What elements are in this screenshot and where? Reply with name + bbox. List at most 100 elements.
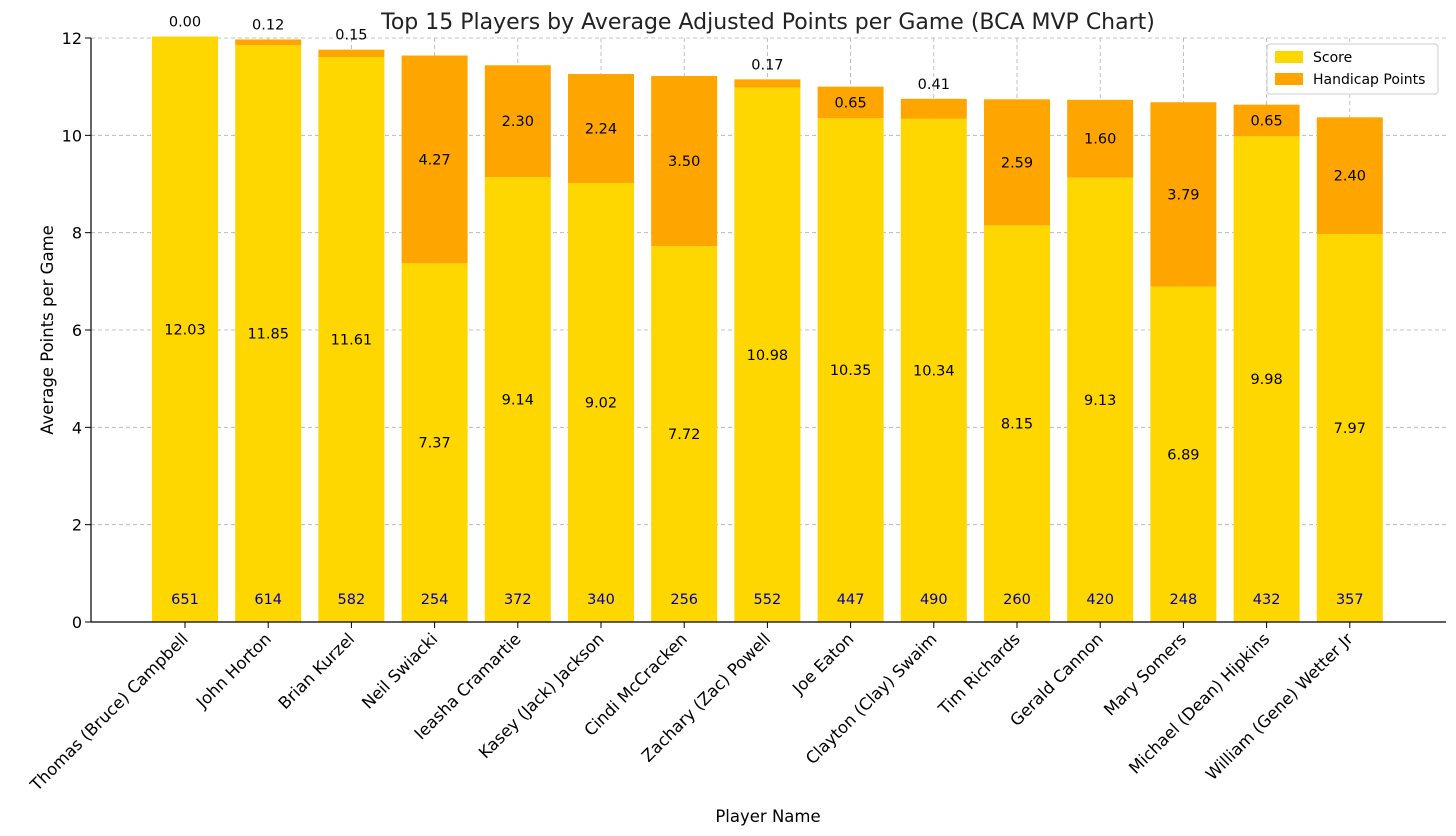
score-value-label: 10.98 — [747, 348, 789, 364]
score-value-label: 10.35 — [830, 363, 872, 379]
bar-score — [1067, 177, 1134, 622]
games-played-label: 254 — [421, 592, 449, 608]
games-played-label: 447 — [837, 592, 865, 608]
handicap-value-label: 3.50 — [668, 154, 700, 170]
bar-score — [1316, 234, 1383, 623]
score-value-label: 11.61 — [331, 332, 373, 348]
bar-score — [651, 246, 718, 622]
games-played-label: 357 — [1336, 592, 1364, 608]
handicap-value-label: 0.15 — [335, 28, 367, 44]
label-layer: 12.03 0.00 651 11.85 0.12 614 11.61 0.15 582 7.37… — [164, 15, 1366, 608]
x-tick-label: Neil Swiacki — [358, 629, 441, 712]
handicap-value-label: 0.17 — [751, 57, 783, 73]
score-value-label: 11.85 — [247, 327, 289, 343]
bar-handicap — [401, 55, 468, 264]
games-played-label: 651 — [171, 592, 199, 608]
handicap-value-label: 0.65 — [834, 95, 866, 111]
x-tick-label: Tim Richards — [934, 629, 1024, 719]
score-value-label: 9.02 — [585, 396, 617, 412]
y-tick-label: 2 — [72, 516, 82, 535]
handicap-value-label: 0.12 — [252, 17, 284, 33]
games-played-label: 552 — [754, 592, 782, 608]
games-played-label: 490 — [920, 592, 948, 608]
legend-frame — [1266, 43, 1439, 95]
handicap-value-label: 0.41 — [918, 77, 950, 93]
bar-score — [734, 87, 801, 622]
handicap-value-label: 2.30 — [502, 114, 534, 130]
bar-score — [984, 225, 1050, 622]
y-tick-label: 10 — [62, 126, 82, 145]
games-played-label: 256 — [670, 592, 698, 608]
bar-score — [817, 118, 884, 623]
games-played-label: 372 — [504, 592, 532, 608]
score-value-label: 7.37 — [418, 436, 450, 452]
score-value-label: 7.97 — [1334, 421, 1366, 437]
handicap-value-label: 2.40 — [1334, 169, 1366, 185]
x-tick-label: Thomas (Bruce) Campbell — [26, 629, 192, 795]
bar-handicap — [651, 75, 718, 247]
score-value-label: 10.34 — [913, 363, 955, 379]
x-tick-label: Brian Kurzel — [275, 629, 359, 713]
bar-handicap — [734, 79, 801, 88]
y-axis-title: Average Points per Game — [38, 225, 57, 435]
handicap-value-label: 2.24 — [585, 122, 617, 138]
games-played-label: 340 — [587, 592, 615, 608]
handicap-value-label: 4.27 — [418, 152, 450, 168]
score-value-label: 6.89 — [1167, 447, 1199, 463]
bar-handicap — [984, 99, 1050, 226]
bar-score — [484, 177, 551, 623]
bar-handicap — [318, 49, 385, 57]
handicap-value-label: 0.65 — [1250, 113, 1282, 129]
score-value-label: 12.03 — [164, 322, 206, 338]
y-tick-label: 6 — [72, 321, 82, 340]
x-axis-title: Player Name — [715, 807, 820, 826]
x-tick-label: Joe Eaton — [788, 629, 857, 698]
legend-label-handicap: Handicap Points — [1313, 72, 1425, 88]
legend: Score Handicap Points — [1266, 43, 1439, 95]
handicap-value-label: 1.60 — [1084, 132, 1116, 148]
bar-score — [1150, 286, 1217, 622]
legend-label-score: Score — [1313, 50, 1352, 66]
bar-handicap — [484, 65, 551, 178]
bar-score — [235, 45, 302, 623]
bar-score — [152, 36, 218, 623]
legend-swatch-handicap — [1275, 73, 1303, 85]
bar-handicap — [568, 74, 634, 184]
score-value-label: 8.15 — [1001, 417, 1033, 433]
y-tick-label: 0 — [72, 613, 82, 632]
games-played-label: 582 — [338, 592, 366, 608]
bar-handicap — [1233, 104, 1300, 137]
bar-handicap — [1150, 102, 1217, 287]
bar-handicap — [1316, 117, 1383, 235]
games-played-label: 614 — [254, 592, 282, 608]
y-tick-label: 12 — [62, 29, 82, 48]
games-played-label: 420 — [1086, 592, 1114, 608]
bar-score — [1233, 136, 1300, 622]
handicap-value-label: 3.79 — [1167, 187, 1199, 203]
score-value-label: 9.98 — [1250, 372, 1282, 388]
bar-handicap — [1067, 99, 1134, 178]
bar-handicap — [900, 98, 967, 119]
bar-score — [401, 263, 468, 622]
bar-handicap — [235, 39, 302, 46]
x-tick-label: John Horton — [192, 629, 275, 712]
score-value-label: 9.14 — [502, 393, 534, 409]
chart-title: Top 15 Players by Average Adjusted Point… — [380, 10, 1155, 35]
handicap-value-label: 2.59 — [1001, 155, 1033, 171]
bar-score — [900, 118, 967, 622]
handicap-value-label: 0.00 — [169, 15, 201, 31]
bar-handicap — [817, 86, 884, 119]
games-played-label: 260 — [1003, 592, 1031, 608]
y-tick-label: 8 — [72, 224, 82, 243]
bar-score — [568, 183, 634, 622]
bar-layer — [152, 36, 1383, 623]
legend-swatch-score — [1275, 51, 1303, 63]
score-value-label: 9.13 — [1084, 393, 1116, 409]
games-played-label: 248 — [1170, 592, 1198, 608]
x-tick-label: William (Gene) Wetter Jr — [1202, 629, 1357, 784]
x-tick-label: Mary Somers — [1100, 629, 1190, 719]
x-tick-label: Michael (Dean) Hipkins — [1125, 629, 1273, 777]
bar-score — [318, 56, 385, 623]
score-value-label: 7.72 — [668, 427, 700, 443]
